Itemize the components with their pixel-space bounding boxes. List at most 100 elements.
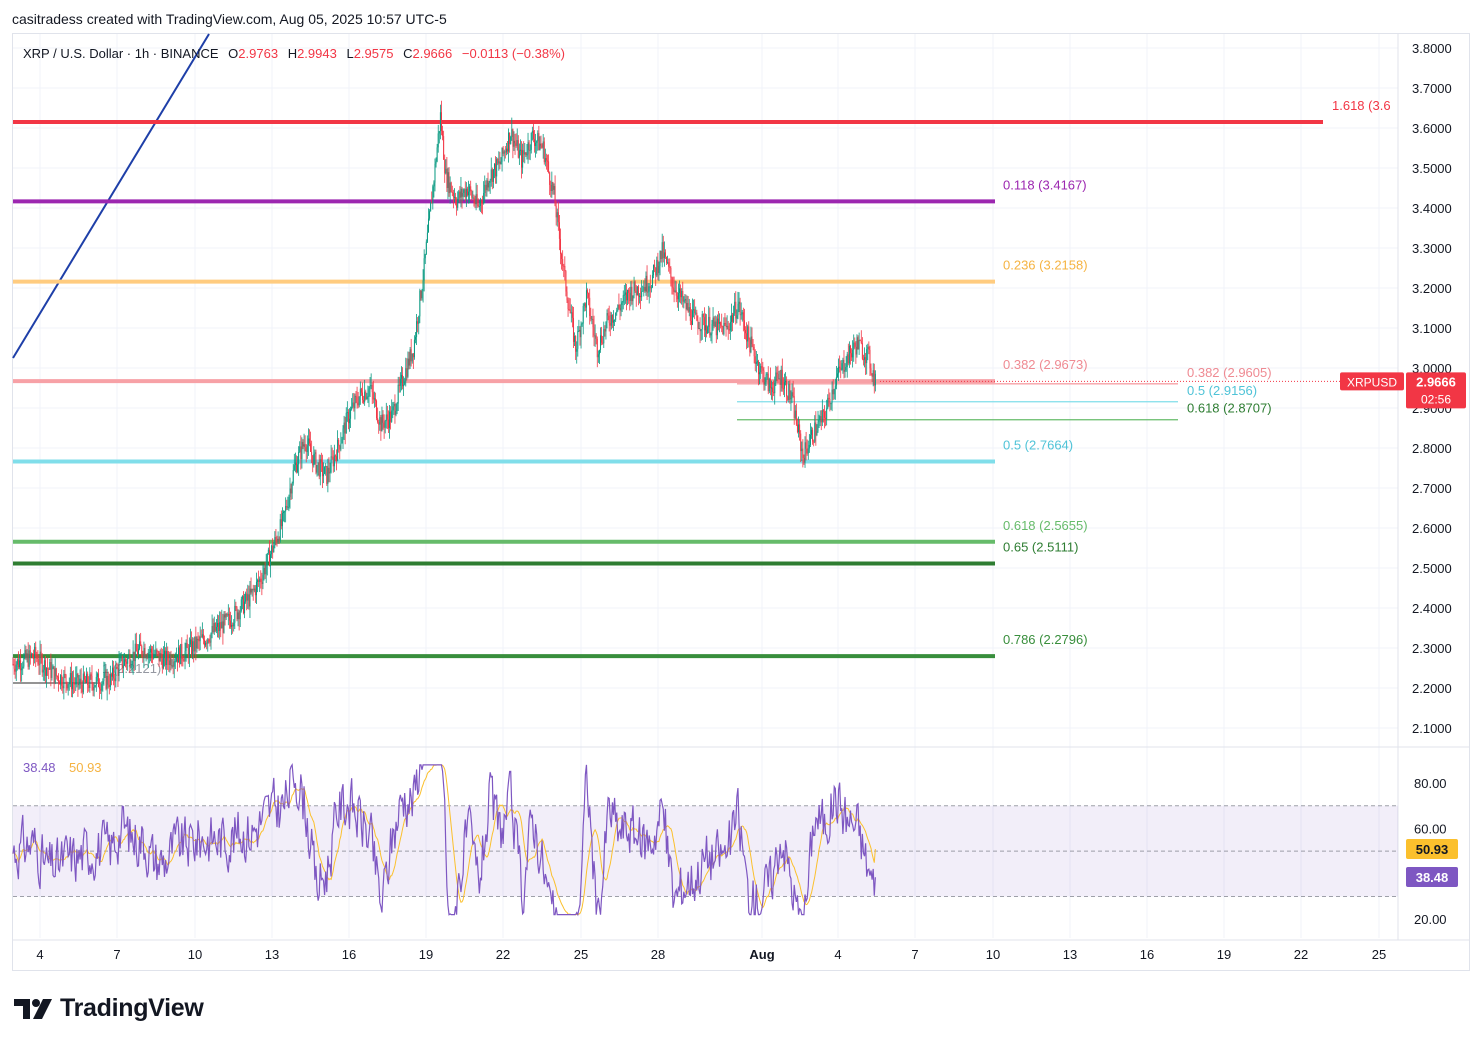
candle-body [382, 414, 384, 423]
candle-body [374, 398, 376, 401]
candle-body [216, 623, 218, 627]
candle-body [179, 647, 181, 665]
candle-body [632, 295, 634, 302]
candle-body [740, 314, 742, 316]
candle-body [544, 158, 546, 163]
candle [27, 642, 29, 670]
candle [265, 554, 267, 583]
candle-body [439, 112, 441, 132]
candle-body [780, 369, 782, 385]
candle [231, 615, 233, 635]
candle [711, 319, 713, 344]
candle [844, 363, 846, 378]
candle-body [788, 383, 790, 401]
candle [196, 636, 198, 653]
candle [395, 403, 397, 417]
candle-body [172, 665, 174, 667]
candle [64, 666, 66, 679]
candle-body [224, 614, 226, 618]
candle [134, 633, 136, 671]
candle-body [869, 349, 871, 369]
candle [385, 402, 387, 429]
candle [751, 327, 753, 348]
candle [234, 599, 236, 629]
candle-body [482, 202, 484, 204]
candle [785, 372, 787, 386]
candle-body [764, 382, 766, 385]
candle-body [369, 386, 371, 389]
candle [171, 659, 173, 669]
candle [596, 336, 598, 368]
candle-body [614, 319, 616, 321]
candle [97, 668, 99, 688]
candle [28, 644, 30, 670]
candle [516, 128, 518, 151]
tradingview-logo[interactable]: TradingView [14, 994, 204, 1023]
candle-body [174, 661, 176, 663]
candle-body [43, 660, 45, 670]
candle [732, 312, 734, 332]
candle [417, 317, 419, 333]
candle [874, 370, 876, 392]
candle [636, 286, 638, 296]
symbol-legend: XRP / U.S. Dollar · 1h · BINANCE O2.9763… [23, 46, 565, 61]
candle [396, 402, 398, 415]
candle-body [689, 307, 691, 321]
candle [684, 294, 686, 304]
candle [816, 424, 818, 437]
candle [16, 658, 18, 671]
candle-body [373, 398, 375, 400]
candle [303, 433, 305, 454]
candle [527, 132, 529, 164]
time-tick-label: 4 [36, 947, 43, 962]
candle [188, 637, 190, 668]
candle [762, 361, 764, 383]
candle-body [475, 194, 477, 205]
candle-body [580, 324, 582, 338]
candle-body [841, 363, 843, 370]
candle [690, 309, 692, 330]
candle-body [130, 666, 132, 668]
price-tick-label: 3.2000 [1412, 281, 1452, 296]
candle-body [147, 652, 149, 659]
candle-body [749, 339, 751, 353]
candle-body [167, 651, 169, 661]
candle [109, 665, 111, 691]
candle-body [251, 588, 253, 593]
candle [526, 144, 528, 160]
candle-body [186, 643, 188, 648]
candle [413, 335, 415, 360]
candle-body [511, 129, 513, 137]
candle [708, 305, 710, 334]
candle [328, 457, 330, 483]
candle-body [431, 202, 433, 204]
candle-body [334, 455, 336, 457]
candle [207, 637, 209, 652]
candle-body [206, 642, 208, 644]
candle-body [380, 417, 382, 432]
candle-body [28, 650, 30, 667]
time-tick-label: Aug [749, 947, 774, 962]
candle-body [557, 212, 559, 223]
candle [21, 663, 23, 682]
time-tick-label: 4 [834, 947, 841, 962]
price-tick-label: 2.6000 [1412, 521, 1452, 536]
candle [271, 544, 273, 559]
candle [834, 378, 836, 400]
candle [93, 682, 95, 697]
candle-body [17, 659, 19, 668]
candle [593, 315, 595, 347]
candle-body [65, 674, 67, 683]
candle-body [297, 464, 299, 472]
candle-body [240, 599, 242, 611]
candle-body [83, 673, 85, 680]
candle-body [287, 507, 289, 509]
candle [756, 354, 758, 366]
candle [326, 465, 328, 486]
candle [305, 444, 307, 463]
candle [165, 647, 167, 670]
candle-body [535, 142, 537, 146]
candle-body [364, 391, 366, 403]
